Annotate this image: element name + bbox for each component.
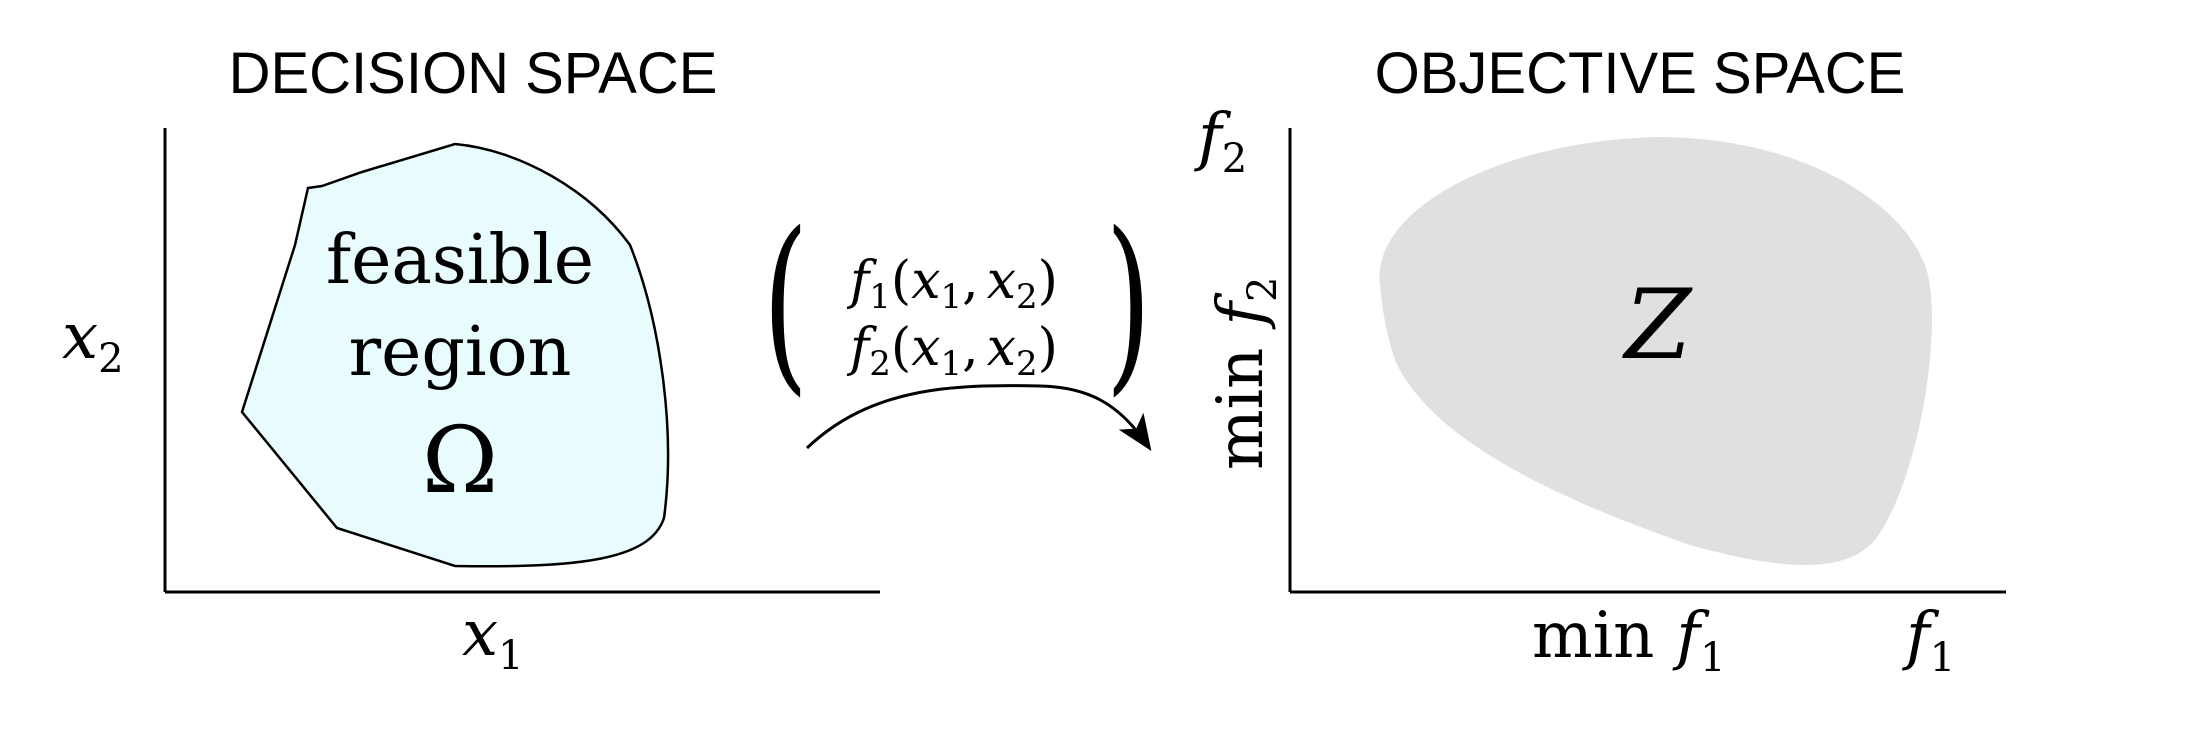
mapping-left-bracket: ( <box>763 193 809 414</box>
feasible-region-shape <box>240 142 670 568</box>
objective-region-shape <box>1379 137 1932 565</box>
mapping-row-f1: f1(x1, x2) <box>846 251 1058 317</box>
objective-y-axis-end-label: f2 <box>1194 100 1247 182</box>
decision-space-title: DECISION SPACE <box>229 41 718 106</box>
objective-space-title: OBJECTIVE SPACE <box>1375 41 1906 106</box>
objective-space-panel: OBJECTIVE SPACE Z f2 minf2 min f1 f1 <box>1194 41 2006 681</box>
objective-x-min-label: min f1 <box>1532 599 1726 681</box>
objective-x-axis-end-label: f1 <box>1902 599 1955 681</box>
objective-y-min-label: minf2 <box>1204 276 1286 470</box>
mapping-function: ( ) f1(x1, x2) f2(x1, x2) <box>763 193 1152 451</box>
mapping-arrow <box>805 384 1152 451</box>
feasible-region-label-line2: region <box>349 313 572 392</box>
decision-x-axis-label: x1 <box>462 597 524 679</box>
objective-region-label: Z <box>1622 269 1694 381</box>
decision-y-axis-label: x2 <box>62 300 124 382</box>
feasible-region-label-line1: feasible <box>326 221 594 300</box>
mapping-row-f2: f2(x1, x2) <box>846 318 1058 384</box>
decision-space-panel: DECISION SPACE feasible region Ω x2 x1 <box>62 41 880 679</box>
omega-symbol: Ω <box>422 407 498 514</box>
mapping-right-bracket: ) <box>1105 193 1151 414</box>
